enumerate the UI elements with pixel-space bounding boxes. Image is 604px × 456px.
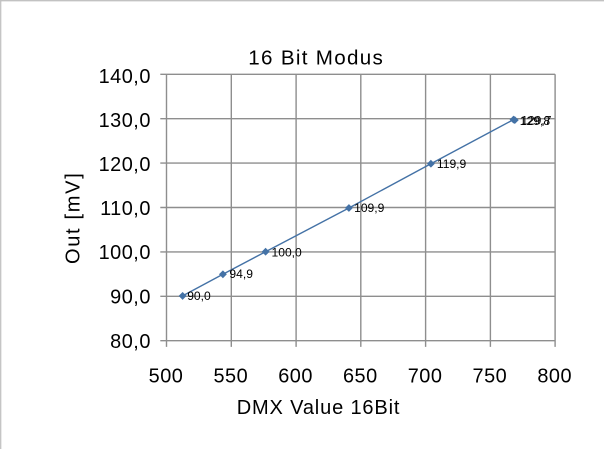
svg-text:600: 600 xyxy=(278,366,313,388)
svg-text:80,0: 80,0 xyxy=(110,331,151,353)
svg-text:129,8: 129,8 xyxy=(520,114,551,128)
svg-text:129,7: 129,7 xyxy=(521,113,552,127)
svg-text:750: 750 xyxy=(473,366,508,388)
svg-text:130,0: 130,0 xyxy=(99,110,151,132)
svg-text:140,0: 140,0 xyxy=(99,66,151,88)
svg-text:100,0: 100,0 xyxy=(99,242,151,264)
svg-text:650: 650 xyxy=(343,366,378,388)
svg-text:90,0: 90,0 xyxy=(187,289,211,303)
svg-text:110,0: 110,0 xyxy=(100,198,151,220)
svg-text:DMX Value 16Bit: DMX Value 16Bit xyxy=(237,397,401,419)
svg-text:90,0: 90,0 xyxy=(110,287,151,309)
svg-text:119,9: 119,9 xyxy=(437,157,467,171)
svg-text:800: 800 xyxy=(537,366,572,388)
svg-text:100,0: 100,0 xyxy=(272,245,303,259)
svg-text:16 Bit Modus: 16 Bit Modus xyxy=(248,47,384,70)
svg-text:Out [mV]: Out [mV] xyxy=(63,172,85,265)
svg-text:120,0: 120,0 xyxy=(99,154,151,176)
svg-text:109,9: 109,9 xyxy=(354,201,385,215)
svg-text:500: 500 xyxy=(149,366,184,388)
svg-text:700: 700 xyxy=(408,366,443,388)
svg-text:94,9: 94,9 xyxy=(229,267,253,281)
svg-text:550: 550 xyxy=(213,366,248,388)
